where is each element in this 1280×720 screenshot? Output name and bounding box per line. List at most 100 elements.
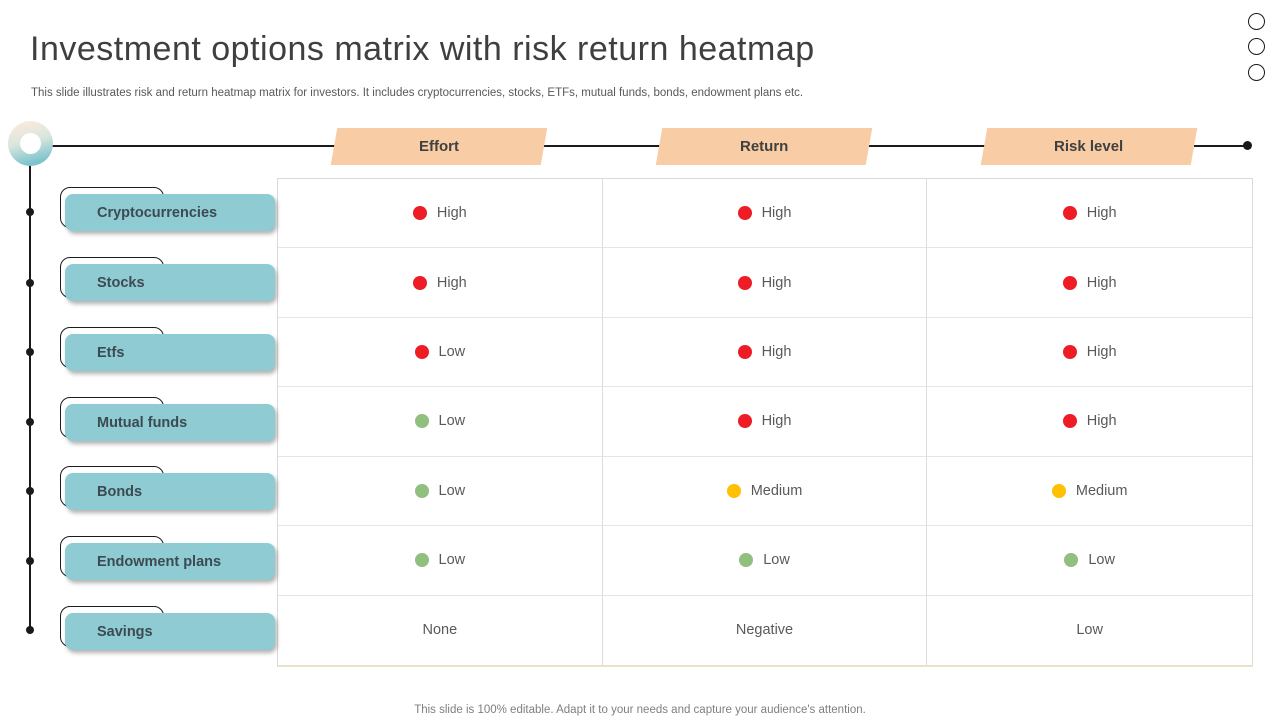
row-label-bonds: Bonds (60, 466, 275, 510)
row-label-mutual-funds: Mutual funds (60, 397, 275, 441)
cell-value: High (1086, 413, 1117, 430)
timeline-dot (26, 348, 34, 356)
matrix-cell: Low (278, 317, 603, 388)
status-dot (412, 275, 427, 290)
status-dot (737, 275, 752, 290)
row-label-cryptocurrencies: Cryptocurrencies (60, 187, 275, 231)
cell-value: Low (438, 552, 466, 569)
row-label-button[interactable]: Cryptocurrencies (65, 194, 275, 231)
matrix-cell: High (927, 318, 1252, 388)
cell-value: High (436, 274, 467, 291)
status-dot (737, 206, 752, 221)
gradient-ring-icon (8, 121, 53, 166)
matrix-cell: High (927, 248, 1252, 318)
matrix-cell: Negative (603, 595, 928, 665)
row-label-text: Etfs (97, 344, 125, 361)
matrix-cell: High (602, 248, 928, 318)
status-dot (726, 483, 741, 498)
row-label-button[interactable]: Stocks (65, 264, 275, 301)
decorative-circle-icon (1248, 13, 1265, 30)
timeline-dot (26, 208, 34, 216)
cell-value: Low (438, 344, 466, 361)
status-dot (1051, 483, 1066, 498)
row-label-endowment-plans: Endowment plans (60, 536, 275, 580)
column-header-label: Effort (419, 138, 459, 155)
column-header-label: Risk level (1054, 138, 1124, 155)
row-label-button[interactable]: Bonds (65, 473, 275, 510)
cell-value: Low (438, 413, 466, 430)
cell-value: Low (763, 552, 790, 569)
column-header-label: Return (739, 138, 789, 155)
row-label-stocks: Stocks (60, 257, 275, 301)
cell-value: Low (1076, 622, 1103, 639)
header-connector-line (50, 145, 1247, 147)
cell-value: Medium (1075, 482, 1128, 499)
row-label-text: Stocks (97, 274, 145, 291)
timeline-dot (26, 279, 34, 287)
status-dot (1062, 414, 1077, 429)
cell-value: High (1086, 205, 1117, 222)
cell-value: Low (1088, 552, 1115, 569)
cell-value: High (1086, 274, 1117, 291)
row-label-text: Mutual funds (97, 414, 188, 431)
status-dot (1062, 275, 1077, 290)
status-dot (1064, 553, 1079, 568)
cell-value: Low (438, 482, 466, 499)
status-dot (1062, 345, 1077, 360)
heatmap-table: High High High High High High Low High H… (277, 178, 1253, 667)
matrix-cell: Low (927, 596, 1252, 665)
matrix-cell: High (602, 179, 928, 249)
matrix-cell: High (602, 387, 928, 457)
status-dot (737, 345, 752, 360)
column-header-effort: Effort (330, 128, 548, 165)
timeline-dot (26, 626, 34, 634)
cell-value: None (422, 622, 458, 639)
matrix-cell: Low (278, 387, 603, 457)
matrix-cell: High (278, 179, 603, 249)
row-label-savings: Savings (60, 606, 275, 650)
connector-end-dot (1243, 141, 1252, 150)
ring-hole (20, 133, 41, 154)
status-dot (414, 345, 429, 360)
cell-value: High (761, 413, 792, 430)
status-dot (1062, 206, 1077, 221)
cell-value: High (761, 205, 792, 222)
row-connector-line (29, 164, 31, 630)
matrix-cell: Low (602, 526, 928, 596)
page-subtitle: This slide illustrates risk and return h… (31, 87, 804, 99)
status-dot (737, 414, 752, 429)
matrix-cell: High (927, 387, 1252, 457)
status-dot (412, 206, 427, 221)
timeline-dot (26, 557, 34, 565)
row-label-etfs: Etfs (60, 327, 275, 371)
status-dot (414, 414, 429, 429)
matrix-cell: Medium (927, 457, 1252, 527)
matrix-cell: High (278, 248, 603, 318)
row-label-button[interactable]: Endowment plans (65, 543, 275, 580)
matrix-cell: Low (927, 526, 1252, 596)
page-title: Investment options matrix with risk retu… (30, 30, 815, 68)
row-label-button[interactable]: Savings (65, 613, 275, 650)
column-header-risk-level: Risk level (980, 128, 1198, 165)
matrix-cell: Low (278, 456, 603, 527)
row-label-button[interactable]: Mutual funds (65, 404, 275, 441)
row-label-text: Cryptocurrencies (97, 204, 218, 221)
status-dot (414, 483, 429, 498)
matrix-cell: Medium (602, 456, 928, 527)
matrix-cell: None (278, 595, 603, 665)
decorative-circle-icon (1248, 38, 1265, 55)
row-label-text: Endowment plans (97, 553, 222, 570)
row-label-text: Bonds (97, 483, 143, 500)
footer-note: This slide is 100% editable. Adapt it to… (414, 704, 866, 716)
cell-value: Negative (735, 622, 794, 639)
status-dot (414, 553, 429, 568)
cell-value: High (761, 274, 792, 291)
status-dot (739, 553, 754, 568)
timeline-dot (26, 487, 34, 495)
column-header-return: Return (655, 128, 873, 165)
cell-value: High (1086, 344, 1117, 361)
matrix-cell: Low (278, 526, 603, 596)
cell-value: High (761, 344, 792, 361)
row-label-button[interactable]: Etfs (65, 334, 275, 371)
